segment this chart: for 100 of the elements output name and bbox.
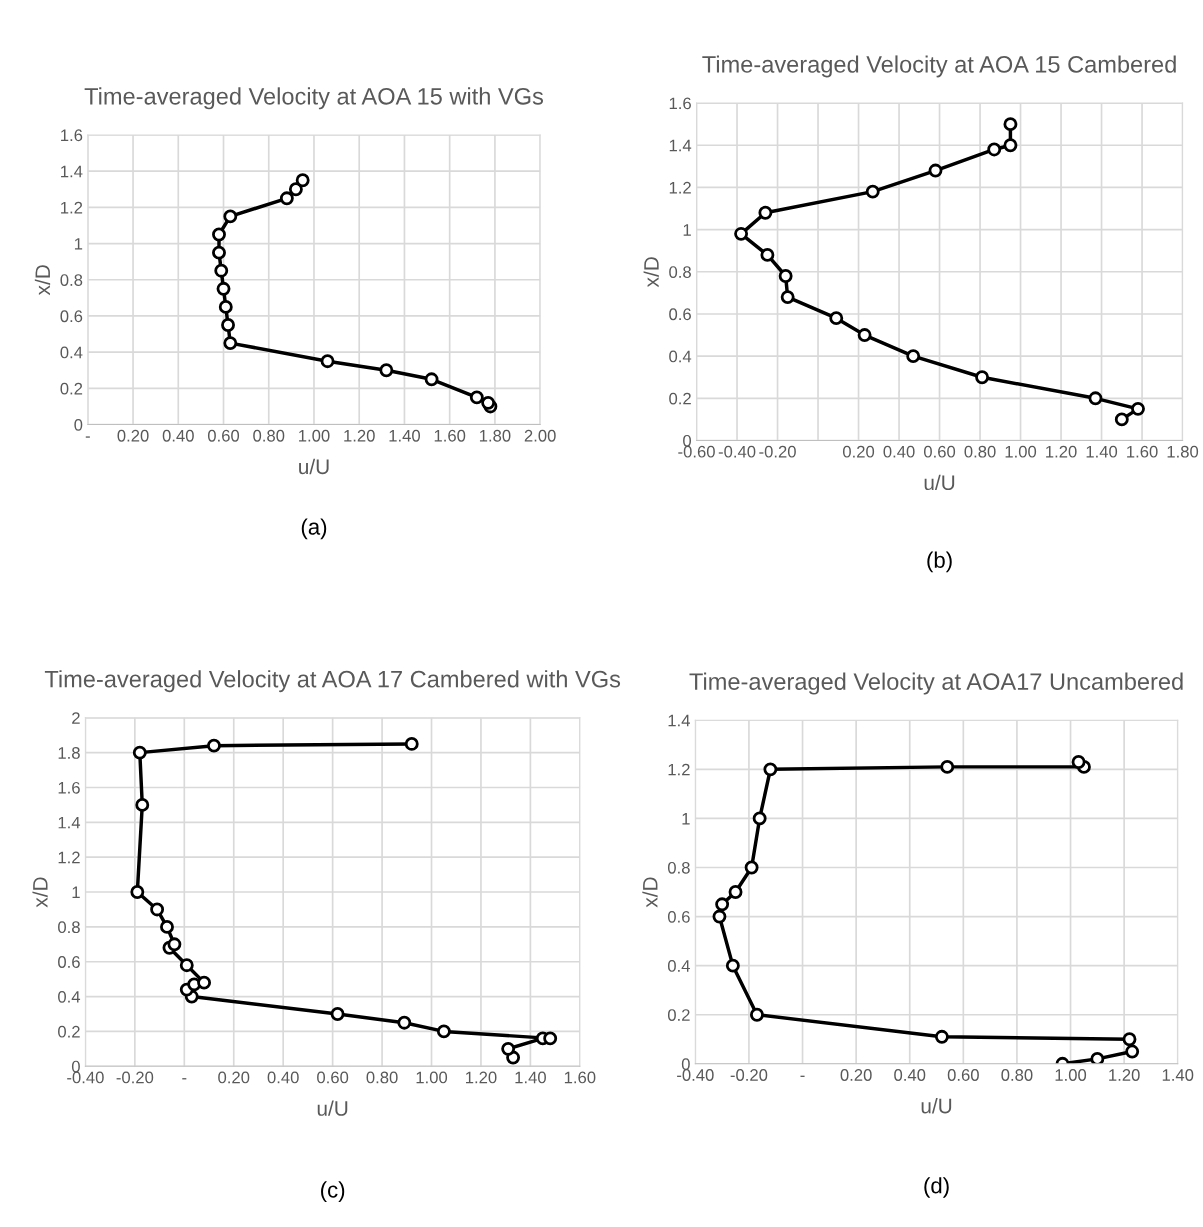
y-tick-label: 0.6 [667, 910, 690, 923]
y-tick-label: 0.4 [58, 990, 81, 1003]
x-tick-label: 0.40 [883, 445, 915, 458]
y-tick-label: 1 [72, 886, 80, 899]
x-axis-title: u/U [924, 474, 955, 491]
x-tick-label: -0.20 [730, 1069, 768, 1081]
y-tick-label: 0.6 [58, 956, 80, 968]
point [212, 245, 226, 260]
point [132, 745, 147, 760]
x-tick-label: 0.40 [267, 1071, 299, 1084]
x-tick-label: 0.80 [366, 1071, 398, 1084]
x-tick-label: 0.80 [964, 445, 996, 458]
point [763, 762, 778, 777]
point [543, 1031, 558, 1046]
y-tick-label: 0.4 [60, 346, 83, 359]
x-tick-label: 1.40 [1162, 1069, 1194, 1081]
x-tick-label: 0.60 [947, 1069, 979, 1081]
chart-title: Time-averaged Velocity at AOA 15 with VGs [84, 87, 544, 110]
x-tick-label: 1.00 [1055, 1069, 1087, 1081]
y-tick-label: 0 [74, 418, 83, 431]
x-tick-label: -0.40 [677, 1069, 714, 1081]
x-tick-label: 1.60 [1127, 445, 1158, 458]
y-axis-title: x/D [643, 257, 659, 288]
y-tick-label: 0.4 [669, 350, 692, 363]
y-tick-label: 1 [74, 238, 83, 250]
x-tick-label: 0.20 [840, 1069, 872, 1081]
point [750, 1007, 764, 1022]
point [928, 163, 943, 178]
point [1088, 391, 1103, 406]
y-tick-label: 1.6 [669, 97, 691, 110]
point [760, 247, 775, 262]
point [734, 226, 749, 241]
y-tick-label: 0.8 [669, 266, 691, 278]
point [279, 191, 294, 206]
y-tick-label: 1.2 [669, 181, 691, 194]
x-tick-label: -0.20 [759, 445, 796, 458]
x-tick-label: 1.40 [515, 1071, 546, 1084]
point [216, 281, 231, 296]
point [218, 299, 233, 314]
point [1090, 1051, 1105, 1064]
x-tick-label: - [182, 1078, 187, 1080]
x-tick-label: - [85, 436, 90, 438]
y-axis-title: x/D [642, 877, 658, 908]
y-tick-label: 0.6 [60, 310, 83, 323]
point [436, 1024, 451, 1039]
y-tick-label: 2 [72, 712, 80, 724]
point [752, 811, 767, 826]
point [1122, 1032, 1137, 1047]
point [179, 958, 194, 973]
point [728, 885, 743, 899]
point [712, 909, 727, 924]
point [320, 354, 335, 369]
point [330, 1007, 345, 1021]
point [397, 1015, 412, 1030]
x-tick-label: 1.00 [416, 1071, 448, 1084]
point [940, 759, 955, 774]
x-axis-title: u/U [921, 1098, 952, 1114]
x-tick-label: 0.40 [894, 1069, 926, 1081]
point [424, 372, 439, 387]
point [160, 919, 174, 934]
x-tick-label: - [800, 1075, 805, 1077]
point [135, 797, 150, 812]
x-tick-label: 0.80 [253, 429, 285, 442]
y-tick-label: 0.8 [667, 861, 690, 874]
x-tick-label: 1.00 [299, 429, 330, 442]
point [214, 263, 229, 278]
y-tick-label: 1.6 [58, 781, 80, 794]
x-tick-label: 0.40 [162, 429, 194, 442]
x-tick-label: 1.80 [1167, 445, 1199, 458]
y-tick-label: 0 [681, 1058, 690, 1071]
x-tick-label: -0.40 [718, 445, 756, 458]
x-tick-label: 0.60 [317, 1071, 349, 1084]
point [167, 937, 182, 952]
point [1071, 755, 1086, 769]
y-tick-label: 0.8 [60, 274, 83, 286]
x-tick-label: 2.00 [524, 429, 556, 442]
x-tick-label: 1.20 [1046, 445, 1077, 458]
point [778, 269, 793, 283]
y-tick-label: 1.4 [61, 165, 83, 178]
y-tick-label: 0.6 [669, 308, 691, 321]
x-tick-label: 0.20 [842, 445, 875, 458]
y-tick-label: 0.4 [667, 960, 690, 972]
point [906, 349, 921, 364]
y-tick-label: 1.2 [61, 201, 83, 214]
point [197, 975, 212, 990]
x-tick-label: 1.20 [1109, 1069, 1140, 1081]
x-tick-label: -0.20 [116, 1071, 154, 1084]
point [212, 227, 226, 242]
point [725, 958, 740, 973]
y-tick-label: 0.8 [58, 921, 80, 934]
point [404, 736, 419, 751]
y-tick-label: 0.2 [669, 392, 691, 405]
chart-title: Time-averaged Velocity at AOA 17 Cambered with VGs [44, 670, 621, 693]
y-tick-label: 1.4 [668, 714, 690, 727]
text: (a) [301, 518, 327, 540]
point [780, 290, 795, 305]
y-tick-label: 1 [683, 224, 691, 236]
point [857, 328, 872, 342]
x-tick-label: -0.60 [678, 445, 715, 458]
point [1003, 117, 1018, 132]
